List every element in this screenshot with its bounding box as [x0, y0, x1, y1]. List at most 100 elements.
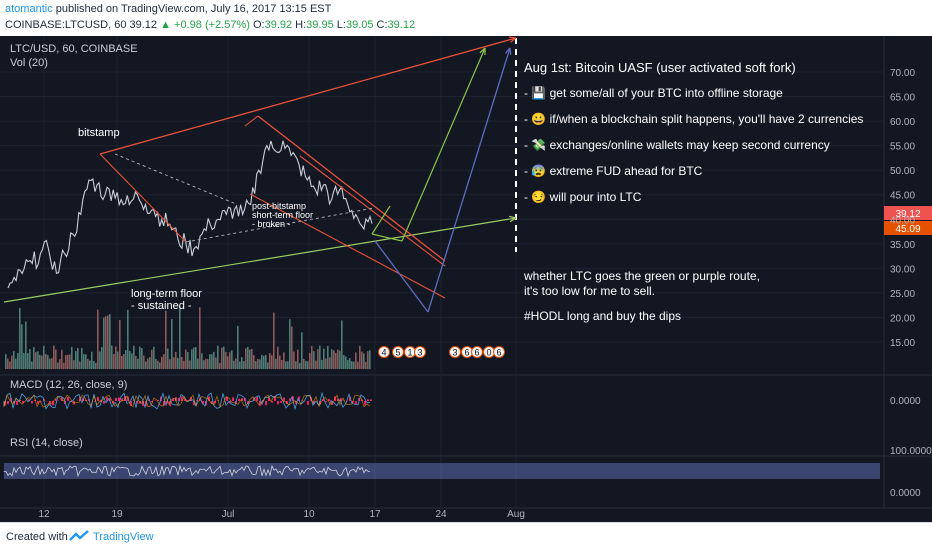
volume-bar	[49, 359, 51, 369]
volume-bar	[265, 355, 267, 369]
volume-bar	[233, 361, 235, 369]
y-tick-label: 35.00	[890, 240, 915, 251]
volume-bar	[245, 348, 247, 369]
volume-bar	[165, 311, 167, 369]
volume-bar	[131, 354, 133, 369]
volume-bar	[121, 356, 123, 369]
volume-bar	[301, 332, 303, 369]
volume-bar	[25, 322, 27, 369]
volume-bar	[361, 352, 363, 369]
y-tick-label: 25.00	[890, 289, 915, 300]
volume-bar	[333, 350, 335, 369]
volume-bar	[79, 362, 81, 369]
volume-bar	[335, 353, 337, 369]
volume-bar	[57, 363, 59, 369]
chart-title: LTC/USD, 60, COINBASE	[10, 43, 138, 55]
volume-bar	[305, 361, 307, 369]
x-tick-label: Jul	[222, 509, 235, 520]
macd-histogram-bar	[283, 397, 285, 401]
volume-bar	[367, 351, 369, 369]
volume-bar	[193, 347, 195, 369]
volume-bar	[179, 307, 181, 369]
author-link[interactable]: atomantic	[5, 3, 53, 15]
volume-bar	[153, 347, 155, 369]
volume-bar	[113, 354, 115, 369]
volume-bar	[169, 359, 171, 369]
volume-bar	[51, 358, 53, 369]
event-marker-label: 6	[474, 348, 479, 358]
publish-line: atomantic published on TradingView.com, …	[5, 3, 331, 15]
volume-bar	[87, 359, 89, 369]
volume-bar	[287, 361, 289, 369]
volume-bar	[41, 356, 43, 369]
volume-bar	[359, 346, 361, 369]
volume-bar	[183, 361, 185, 369]
y-tick-label: 20.00	[890, 313, 915, 324]
macd-histogram-bar	[232, 397, 234, 401]
tradingview-link[interactable]: TradingView	[93, 531, 154, 543]
volume-bar	[43, 346, 45, 369]
y-tick-label: 15.00	[890, 338, 915, 349]
volume-bar	[351, 361, 353, 369]
volume-bar	[97, 310, 99, 369]
uasf-bullet: - 😏 will pour into LTC	[524, 190, 642, 204]
volume-bar	[369, 350, 371, 369]
volume-bar	[315, 361, 317, 369]
volume-bar	[111, 346, 113, 369]
volume-bar	[67, 355, 69, 369]
volume-bar	[343, 355, 345, 369]
volume-bar	[191, 349, 193, 369]
volume-bar	[297, 350, 299, 369]
uasf-headline: Aug 1st: Bitcoin UASF (user activated so…	[524, 60, 796, 75]
last-price-badge-label: 39.12	[895, 209, 920, 220]
volume-bar	[177, 358, 179, 369]
volume-bar	[205, 359, 207, 369]
volume-bar	[325, 359, 327, 369]
uasf-bullet: - 💸 exchanges/online wallets may keep se…	[524, 138, 830, 152]
volume-bar	[31, 362, 33, 369]
volume-bar	[299, 363, 301, 369]
macd-histogram-bar	[115, 398, 117, 401]
volume-bar	[279, 356, 281, 369]
volume-bar	[71, 347, 73, 369]
volume-bar	[331, 349, 333, 369]
volume-bar	[267, 362, 269, 369]
volume-bar	[285, 361, 287, 369]
x-tick-label: Aug	[507, 509, 525, 520]
volume-bar	[5, 354, 7, 369]
volume-bar	[321, 360, 323, 369]
volume-bar	[271, 355, 273, 369]
volume-bar	[55, 350, 57, 369]
volume-bar	[313, 351, 315, 369]
volume-bar	[173, 357, 175, 369]
volume-bar	[47, 355, 49, 369]
volume-bar	[15, 359, 17, 369]
volume-bar	[217, 346, 219, 369]
volume-bar	[339, 351, 341, 369]
chart-canvas[interactable]: 15.0020.0025.0030.0035.0040.0045.0050.00…	[0, 36, 932, 522]
volume-bar	[13, 351, 15, 369]
volume-bar	[29, 349, 31, 369]
volume-bar	[129, 351, 131, 369]
volume-bar	[357, 362, 359, 369]
volume-bar	[261, 355, 263, 369]
volume-bar	[75, 351, 77, 369]
volume-bar	[241, 357, 243, 369]
volume-bar	[85, 354, 87, 369]
uasf-bullet: - 😀 if/when a blockchain split happens, …	[524, 112, 863, 126]
macd-histogram-bar	[256, 397, 258, 401]
volume-bar	[323, 349, 325, 369]
volume-title: Vol (20)	[10, 57, 48, 69]
volume-bar	[281, 360, 283, 369]
volume-bar	[211, 354, 213, 369]
volume-bar	[345, 357, 347, 369]
x-tick-label: 12	[38, 509, 50, 520]
price-change: ▲ +0.98 (+2.57%)	[160, 19, 250, 31]
macd-histogram-bar	[364, 401, 366, 405]
volume-bar	[195, 347, 197, 369]
volume-bar	[307, 361, 309, 369]
volume-bar	[293, 352, 295, 369]
volume-bar	[65, 355, 67, 369]
volume-bar	[143, 355, 145, 369]
volume-bar	[363, 353, 365, 369]
